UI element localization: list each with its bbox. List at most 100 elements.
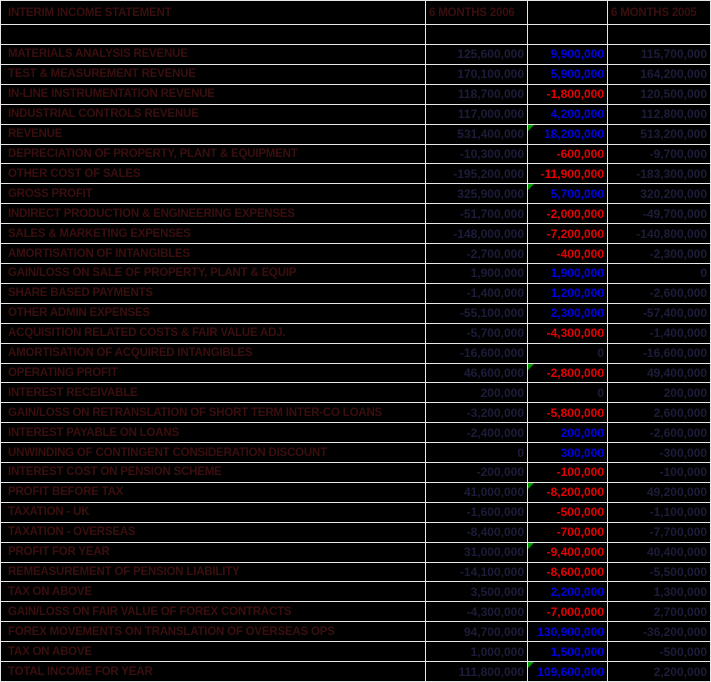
diff-value-cell[interactable]: 2,300,000 [528,303,608,323]
value-2005-cell[interactable]: -49,700,000 [608,204,710,224]
value-2005-cell[interactable]: -140,800,000 [608,224,710,244]
value-2005-cell[interactable]: -500,000 [608,642,710,662]
diff-value-cell[interactable]: 1,900,000 [528,263,608,283]
diff-value-cell[interactable]: -500,000 [528,502,608,522]
value-2006-cell[interactable]: -16,600,000 [426,343,528,363]
value-2006-cell[interactable]: 111,800,000 [426,662,528,681]
row-label-cell[interactable]: GAIN/LOSS ON SALE OF PROPERTY, PLANT & E… [1,263,426,283]
value-2005-cell[interactable]: 2,700,000 [608,602,710,622]
value-2005-cell[interactable]: 200,000 [608,383,710,403]
col-header-diff-cell[interactable] [528,1,608,24]
diff-value-cell[interactable]: -7,200,000 [528,224,608,244]
diff-value-cell[interactable]: 1,500,000 [528,642,608,662]
value-2006-cell[interactable]: -10,300,000 [426,144,528,164]
value-2006-cell[interactable]: -51,700,000 [426,204,528,224]
diff-value-cell[interactable]: 5,700,000 [528,184,608,204]
value-2006-cell[interactable]: -14,100,000 [426,562,528,582]
diff-value-cell[interactable]: -8,600,000 [528,562,608,582]
row-label-cell[interactable]: REMEASUREMENT OF PENSION LIABILITY [1,562,426,582]
diff-value-cell[interactable]: -11,900,000 [528,164,608,184]
diff-value-cell[interactable]: 130,900,000 [528,622,608,642]
row-label-cell[interactable]: INTEREST COST ON PENSION SCHEME [1,463,426,482]
value-2006-cell[interactable]: -4,300,000 [426,602,528,622]
empty-cell[interactable] [426,25,528,44]
value-2005-cell[interactable]: 2,600,000 [608,403,710,423]
diff-value-cell[interactable]: -700,000 [528,522,608,542]
row-label-cell[interactable]: INDIRECT PRODUCTION & ENGINEERING EXPENS… [1,204,426,224]
row-label-cell[interactable]: AMORTISATION OF INTANGIBLES [1,244,426,263]
value-2005-cell[interactable]: 115,700,000 [608,45,710,64]
diff-value-cell[interactable]: -5,800,000 [528,403,608,423]
col-header-2006-cell[interactable]: 6 MONTHS 2006 [426,1,528,24]
row-label-cell[interactable]: TAX ON ABOVE [1,582,426,602]
empty-cell[interactable] [1,25,426,44]
value-2005-cell[interactable]: 49,200,000 [608,482,710,502]
value-2005-cell[interactable]: -36,200,000 [608,622,710,642]
value-2006-cell[interactable]: 325,900,000 [426,184,528,204]
value-2006-cell[interactable]: -3,200,000 [426,403,528,423]
diff-value-cell[interactable]: 9,900,000 [528,45,608,64]
value-2005-cell[interactable]: 164,200,000 [608,64,710,84]
row-label-cell[interactable]: PROFIT FOR YEAR [1,542,426,562]
value-2006-cell[interactable]: -200,000 [426,463,528,482]
value-2005-cell[interactable]: 120,500,000 [608,84,710,104]
row-label-cell[interactable]: SALES & MARKETING EXPENSES [1,224,426,244]
row-label-cell[interactable]: TAX ON ABOVE [1,642,426,662]
col-header-2005-cell[interactable]: 6 MONTHS 2005 [608,1,710,24]
diff-value-cell[interactable]: -400,000 [528,244,608,263]
value-2006-cell[interactable]: 1,000,000 [426,642,528,662]
row-label-cell[interactable]: INTEREST RECEIVABLE [1,383,426,403]
value-2005-cell[interactable]: -2,600,000 [608,283,710,303]
value-2006-cell[interactable]: 531,400,000 [426,124,528,144]
row-label-cell[interactable]: GAIN/LOSS ON RETRANSLATION OF SHORT TERM… [1,403,426,423]
value-2006-cell[interactable]: 125,600,000 [426,45,528,64]
value-2005-cell[interactable]: 1,300,000 [608,582,710,602]
value-2006-cell[interactable]: 3,500,000 [426,582,528,602]
diff-value-cell[interactable]: 2,200,000 [528,582,608,602]
diff-value-cell[interactable]: -8,200,000 [528,482,608,502]
diff-value-cell[interactable]: -100,000 [528,463,608,482]
value-2006-cell[interactable]: -55,100,000 [426,303,528,323]
empty-cell[interactable] [608,25,710,44]
value-2005-cell[interactable]: -16,600,000 [608,343,710,363]
value-2005-cell[interactable]: -9,700,000 [608,144,710,164]
diff-value-cell[interactable]: -600,000 [528,144,608,164]
empty-cell[interactable] [528,25,608,44]
value-2006-cell[interactable]: 0 [426,443,528,463]
value-2005-cell[interactable]: -7,700,000 [608,522,710,542]
diff-value-cell[interactable]: 109,600,000 [528,662,608,681]
value-2005-cell[interactable]: -1,100,000 [608,502,710,522]
diff-value-cell[interactable]: -2,800,000 [528,363,608,383]
value-2005-cell[interactable]: -5,500,000 [608,562,710,582]
value-2006-cell[interactable]: -1,400,000 [426,283,528,303]
value-2005-cell[interactable]: 0 [608,263,710,283]
table-title-cell[interactable]: INTERIM INCOME STATEMENT [1,1,426,24]
diff-value-cell[interactable]: 300,000 [528,443,608,463]
diff-value-cell[interactable]: -7,000,000 [528,602,608,622]
diff-value-cell[interactable]: 18,200,000 [528,124,608,144]
value-2005-cell[interactable]: 40,400,000 [608,542,710,562]
diff-value-cell[interactable]: 0 [528,383,608,403]
value-2006-cell[interactable]: -148,000,000 [426,224,528,244]
row-label-cell[interactable]: INTEREST PAYABLE ON LOANS [1,423,426,443]
diff-value-cell[interactable]: -2,000,000 [528,204,608,224]
value-2006-cell[interactable]: 41,000,000 [426,482,528,502]
value-2005-cell[interactable]: 49,400,000 [608,363,710,383]
row-label-cell[interactable]: FOREX MOVEMENTS ON TRANSLATION OF OVERSE… [1,622,426,642]
value-2005-cell[interactable]: 112,800,000 [608,104,710,124]
value-2006-cell[interactable]: 170,100,000 [426,64,528,84]
value-2005-cell[interactable]: -300,000 [608,443,710,463]
row-label-cell[interactable]: TOTAL INCOME FOR YEAR [1,662,426,681]
diff-value-cell[interactable]: -9,400,000 [528,542,608,562]
diff-value-cell[interactable]: 4,200,000 [528,104,608,124]
value-2006-cell[interactable]: -2,700,000 [426,244,528,263]
value-2006-cell[interactable]: -2,400,000 [426,423,528,443]
value-2006-cell[interactable]: -1,600,000 [426,502,528,522]
row-label-cell[interactable]: DEPRECIATION OF PROPERTY, PLANT & EQUIPM… [1,144,426,164]
diff-value-cell[interactable]: -4,300,000 [528,323,608,343]
value-2005-cell[interactable]: -1,400,000 [608,323,710,343]
row-label-cell[interactable]: INDUSTRIAL CONTROLS REVENUE [1,104,426,124]
value-2006-cell[interactable]: 200,000 [426,383,528,403]
row-label-cell[interactable]: MATERIALS ANALYSIS REVENUE [1,45,426,64]
diff-value-cell[interactable]: 200,000 [528,423,608,443]
